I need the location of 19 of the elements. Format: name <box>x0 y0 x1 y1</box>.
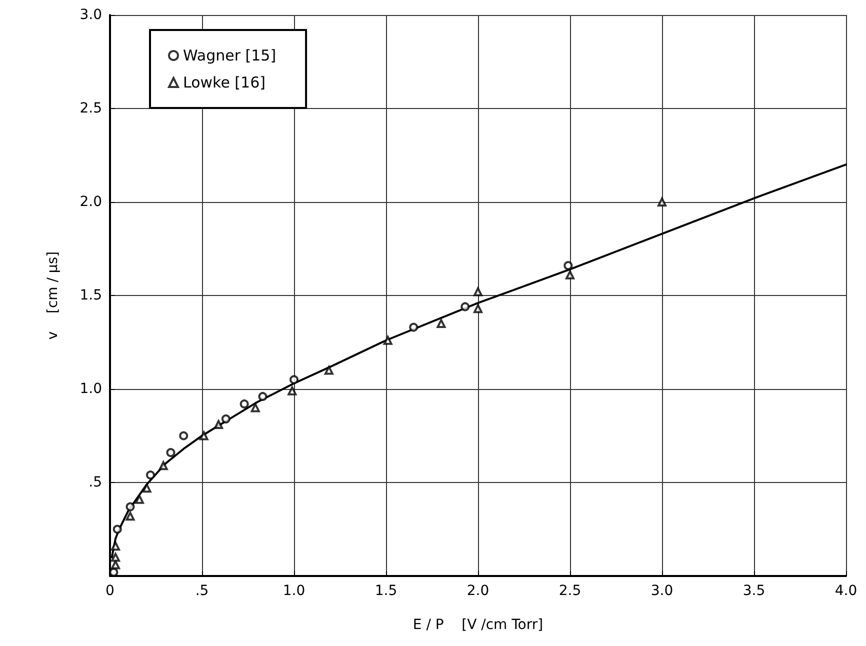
x-tick-label: 1.5 <box>374 583 398 599</box>
x-tick-label: 4.0 <box>834 583 858 599</box>
x-tick-label: 2.5 <box>558 583 582 599</box>
legend-label: Wagner [15] <box>183 46 276 64</box>
x-tick-label: .5 <box>195 583 209 599</box>
x-tick-label: 3.0 <box>650 583 674 599</box>
y-tick-label: 1.0 <box>80 381 102 397</box>
y-axis-title: v [cm / µs] <box>45 251 61 340</box>
x-axis-title: E / P [V /cm Torr] <box>412 617 544 633</box>
x-tick-label: 0 <box>106 583 114 599</box>
x-tick-label: 2.0 <box>466 583 490 599</box>
x-tick-label: 3.5 <box>742 583 766 599</box>
y-tick-label: 2.5 <box>80 100 102 116</box>
legend-label: Lowke [16] <box>183 74 266 92</box>
y-tick-label: 2.0 <box>80 194 102 210</box>
y-tick-label: 1.5 <box>80 288 102 304</box>
y-tick-label: 3.0 <box>80 7 102 23</box>
x-tick-label: 1.0 <box>282 583 306 599</box>
y-tick-label: .5 <box>88 474 102 490</box>
